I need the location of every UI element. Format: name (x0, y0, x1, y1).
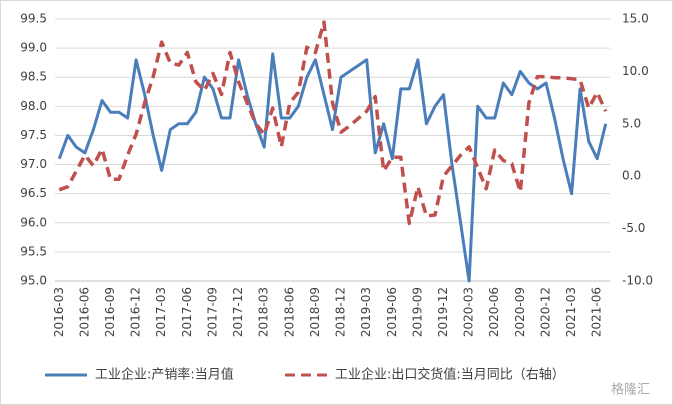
x-tick-label: 2018-03 (257, 287, 271, 337)
y-tick-label: 99.0 (20, 41, 47, 55)
y-tick-label: 99.5 (20, 12, 47, 26)
y2-tick-label: -5.0 (622, 221, 645, 235)
x-tick-label: 2019-12 (436, 287, 450, 337)
x-tick-label: 2020-12 (538, 287, 552, 337)
y-tick-label: 95.0 (20, 274, 47, 288)
x-tick-label: 2018-09 (308, 287, 322, 337)
x-tick-label: 2017-09 (205, 287, 219, 337)
legend-label: 工业企业:产销率:当月值 (95, 367, 234, 383)
x-tick-label: 2016-09 (103, 287, 117, 337)
x-tick-label: 2016-03 (52, 287, 66, 337)
x-tick-label: 2020-09 (513, 287, 527, 337)
series-line (57, 52, 608, 283)
x-tick-label: 2020-06 (487, 287, 501, 337)
x-tick-label: 2019-06 (385, 287, 399, 337)
x-tick-label: 2019-03 (359, 287, 373, 337)
y2-tick-label: 5.0 (622, 116, 641, 130)
x-tick-label: 2021-06 (590, 287, 604, 337)
watermark: 格隆汇 (611, 382, 650, 398)
x-tick-label: 2016-12 (129, 287, 143, 337)
x-tick-label: 2021-03 (564, 287, 578, 337)
x-tick-label: 2019-09 (410, 287, 424, 337)
x-tick-label: 2017-03 (154, 287, 168, 337)
x-tick-label: 2017-06 (180, 287, 194, 337)
y2-tick-label: 10.0 (622, 64, 649, 78)
x-tick-label: 2017-12 (231, 287, 245, 337)
x-tick-label: 2018-06 (282, 287, 296, 337)
x-tick-label: 2020-03 (462, 287, 476, 337)
y2-tick-label: -10.0 (622, 274, 653, 288)
x-tick-label: 2016-06 (77, 287, 91, 337)
y-tick-label: 97.0 (20, 157, 47, 171)
y-tick-label: 96.0 (20, 215, 47, 229)
series-line (58, 20, 608, 226)
y-tick-label: 95.5 (20, 244, 47, 258)
y-tick-label: 98.5 (20, 70, 47, 84)
y-tick-label: 97.5 (20, 128, 47, 142)
y-tick-label: 96.5 (20, 186, 47, 200)
x-tick-label: 2018-12 (334, 287, 348, 337)
y2-tick-label: 15.0 (622, 12, 649, 26)
legend-label: 工业企业:出口交货值:当月同比（右轴） (335, 367, 565, 383)
y2-tick-label: 0.0 (622, 169, 641, 183)
y-tick-label: 98.0 (20, 99, 47, 113)
